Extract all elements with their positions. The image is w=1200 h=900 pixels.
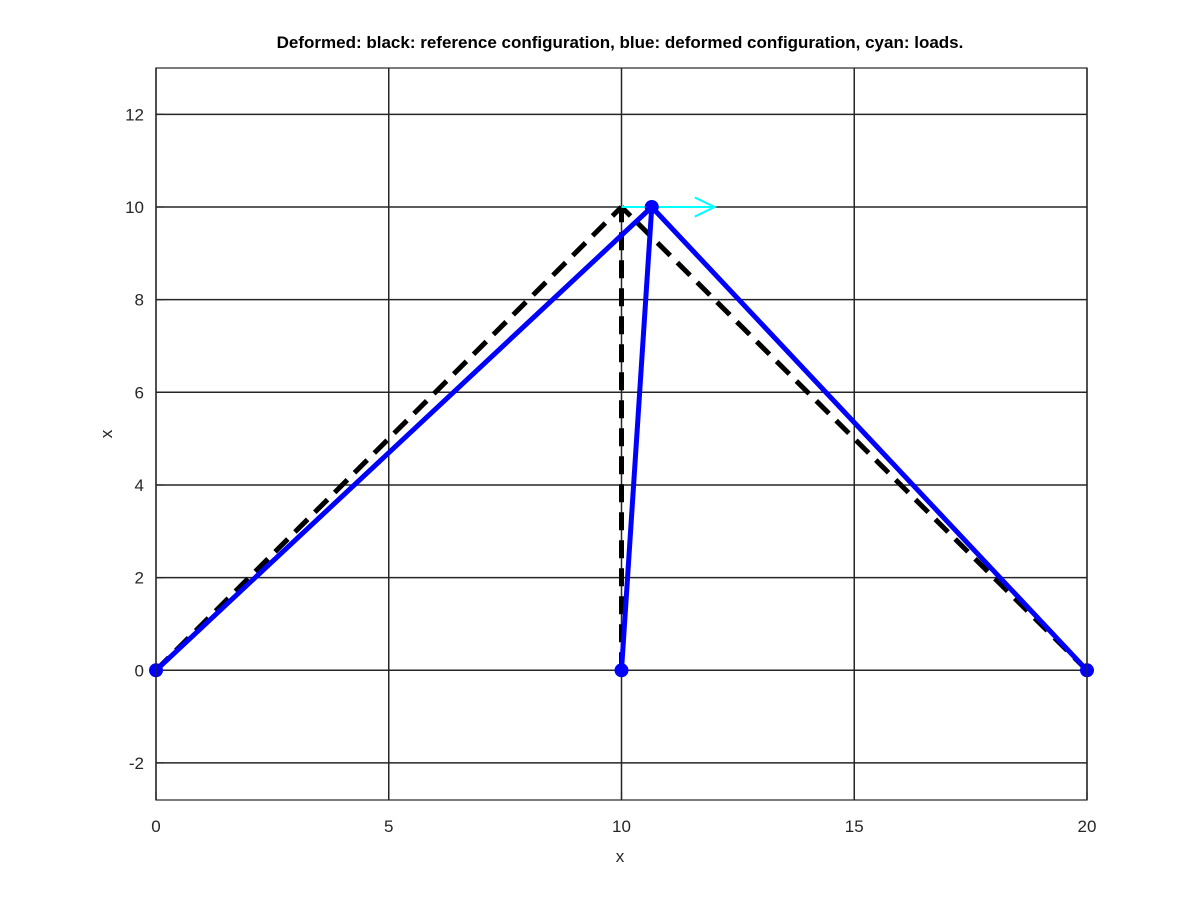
y-axis-label: x	[97, 429, 116, 438]
y-tick-label: 10	[125, 198, 144, 217]
x-tick-label: 5	[384, 817, 393, 836]
reference-member	[154, 205, 624, 673]
reference-member	[619, 205, 1089, 673]
deformed-member	[649, 204, 1090, 673]
tick-labels: 0 5 10 15 20 -2 0 2 4 6 8 10 12	[125, 105, 1096, 836]
y-tick-label: -2	[129, 754, 144, 773]
deformed-configuration	[149, 199, 1094, 678]
x-tick-label: 0	[151, 817, 160, 836]
reference-configuration	[154, 205, 1089, 673]
x-tick-label: 15	[845, 817, 864, 836]
chart-title: Deformed: black: reference configuration…	[277, 33, 964, 52]
deformed-node	[614, 663, 629, 678]
x-tick-label: 10	[612, 817, 631, 836]
x-tick-label: 20	[1078, 817, 1097, 836]
y-tick-label: 4	[135, 476, 144, 495]
axes-frame	[155, 67, 1088, 801]
y-tick-label: 8	[135, 291, 144, 310]
deformed-member	[619, 204, 655, 673]
x-axis-label: x	[616, 847, 625, 866]
y-tick-label: 0	[135, 661, 144, 680]
deformed-member	[153, 204, 655, 673]
y-tick-label: 2	[135, 569, 144, 588]
loads	[621, 196, 717, 218]
y-tick-label: 6	[135, 383, 144, 402]
deformed-node	[644, 199, 659, 214]
y-tick-label: 12	[125, 105, 144, 124]
load-arrow-head	[694, 196, 717, 218]
